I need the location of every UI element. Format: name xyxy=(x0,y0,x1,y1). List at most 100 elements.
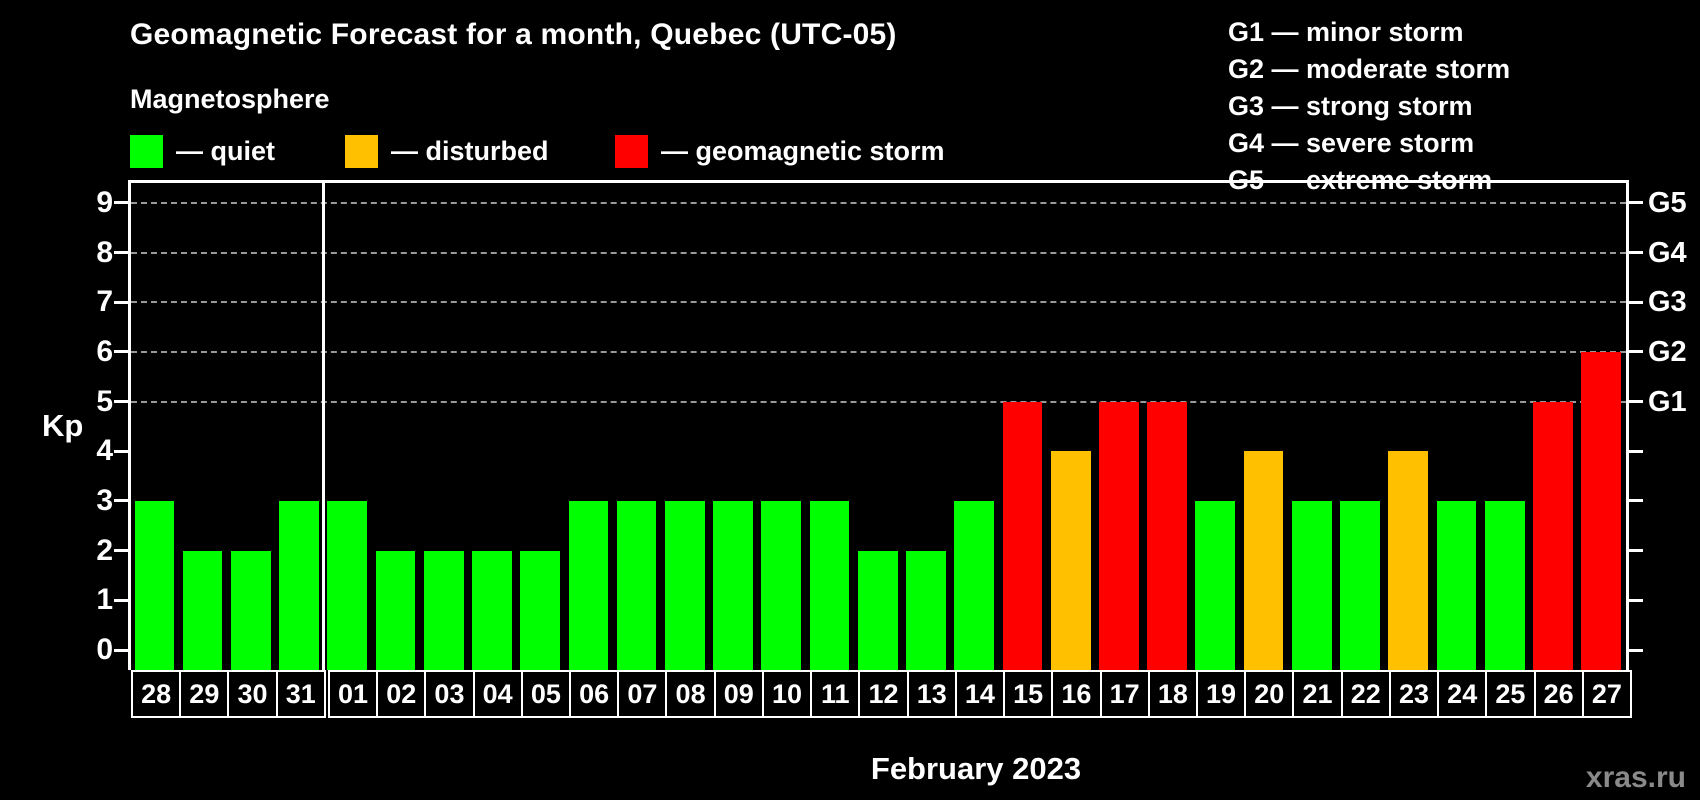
bar-day-28 xyxy=(134,501,175,670)
g-scale-legend: G1 — minor storm G2 — moderate storm G3 — … xyxy=(1228,14,1510,199)
right-tick-kp-6 xyxy=(1629,350,1643,354)
day-cell-11: 11 xyxy=(810,670,861,718)
watermark: xras.ru xyxy=(1585,761,1686,794)
day-cell-06: 06 xyxy=(569,670,620,718)
kp-tick-label-6: 6 xyxy=(96,334,113,368)
right-tick-kp-3 xyxy=(1629,499,1643,503)
day-cell-28: 28 xyxy=(131,670,182,718)
day-cell-04: 04 xyxy=(472,670,523,718)
plot-top-border xyxy=(128,180,1629,183)
g-axis-label-g2: G2 xyxy=(1648,335,1687,368)
day-cell-25: 25 xyxy=(1485,670,1536,718)
day-cell-08: 08 xyxy=(665,670,716,718)
day-cell-29: 29 xyxy=(179,670,230,718)
bar-day-01 xyxy=(327,501,368,670)
legend-label-disturbed: — disturbed xyxy=(391,136,549,166)
left-tick-kp-0 xyxy=(114,648,128,652)
day-cell-16: 16 xyxy=(1051,670,1102,718)
left-tick-kp-5 xyxy=(114,400,128,404)
month-label: February 2023 xyxy=(870,751,1082,786)
bar-day-07 xyxy=(616,501,657,670)
kp-tick-label-0: 0 xyxy=(96,633,113,666)
day-cell-30: 30 xyxy=(227,670,278,718)
bar-day-24 xyxy=(1436,501,1477,670)
kp-axis-title: Kp xyxy=(42,408,84,443)
left-tick-kp-4 xyxy=(114,449,128,453)
kp-tick-label-5: 5 xyxy=(96,384,113,418)
right-tick-kp-2 xyxy=(1629,549,1643,553)
right-tick-kp-9 xyxy=(1629,201,1643,205)
day-cell-02: 02 xyxy=(376,670,427,718)
kp-tick-label-3: 3 xyxy=(96,483,113,517)
bar-day-06 xyxy=(568,501,609,670)
gridline-kp-7 xyxy=(131,301,1626,304)
gridline-kp-8 xyxy=(131,251,1626,254)
bar-day-10 xyxy=(761,501,802,670)
kp-tick-label-4: 4 xyxy=(96,434,113,468)
bar-day-18 xyxy=(1147,401,1187,670)
g-legend-line-1: G1 — minor storm xyxy=(1228,17,1464,47)
left-tick-kp-3 xyxy=(114,499,128,503)
day-cell-01: 01 xyxy=(327,670,379,718)
day-cell-31: 31 xyxy=(275,670,326,718)
day-cell-26: 26 xyxy=(1533,670,1584,718)
bar-day-02 xyxy=(375,550,416,670)
right-tick-kp-7 xyxy=(1629,300,1643,304)
right-tick-kp-1 xyxy=(1629,598,1643,602)
right-tick-kp-0 xyxy=(1629,648,1643,652)
left-tick-kp-8 xyxy=(114,251,128,255)
right-tick-kp-8 xyxy=(1629,251,1643,255)
bar-day-12 xyxy=(857,550,898,670)
bar-day-03 xyxy=(423,550,464,670)
legend-label-quiet: — quiet xyxy=(176,136,275,166)
day-cell-07: 07 xyxy=(617,670,668,718)
legend-swatch-storm xyxy=(615,135,648,168)
bar-day-29 xyxy=(182,550,223,670)
day-cell-05: 05 xyxy=(520,670,572,718)
bar-day-14 xyxy=(954,501,995,670)
month-separator-line xyxy=(322,183,326,670)
day-cell-19: 19 xyxy=(1195,670,1247,718)
legend-swatch-disturbed xyxy=(345,135,378,168)
left-tick-kp-1 xyxy=(114,598,128,602)
bar-day-22 xyxy=(1340,501,1380,670)
day-cell-23: 23 xyxy=(1388,670,1440,718)
bar-day-26 xyxy=(1533,401,1573,670)
legend-swatch-quiet xyxy=(130,135,163,168)
left-tick-kp-7 xyxy=(114,300,128,304)
day-cell-14: 14 xyxy=(954,670,1006,718)
kp-tick-label-9: 9 xyxy=(96,185,113,219)
bar-day-16 xyxy=(1050,451,1091,670)
kp-tick-label-7: 7 xyxy=(96,285,113,319)
kp-tick-label-2: 2 xyxy=(96,533,113,567)
g-legend-line-4: G4 — severe storm xyxy=(1228,128,1475,158)
day-cell-17: 17 xyxy=(1099,670,1150,718)
page-title: Geomagnetic Forecast for a month, Quebec… xyxy=(130,18,897,51)
g-legend-line-3: G3 — strong storm xyxy=(1228,91,1473,121)
bar-day-31 xyxy=(279,501,319,670)
day-cell-20: 20 xyxy=(1244,670,1295,718)
g-axis-label-g4: G4 xyxy=(1648,236,1687,269)
right-axis-line xyxy=(1626,183,1629,670)
g-axis-label-g1: G1 xyxy=(1648,385,1687,418)
magnetosphere-label: Magnetosphere xyxy=(130,84,330,114)
day-cell-18: 18 xyxy=(1147,670,1198,718)
day-cell-15: 15 xyxy=(1003,670,1054,718)
day-cell-22: 22 xyxy=(1340,670,1391,718)
day-cell-13: 13 xyxy=(906,670,957,718)
day-cell-03: 03 xyxy=(424,670,475,718)
left-tick-kp-6 xyxy=(114,350,128,354)
g-legend-line-2: G2 — moderate storm xyxy=(1228,54,1511,84)
y-axis-line xyxy=(128,183,131,670)
day-cell-10: 10 xyxy=(761,670,813,718)
day-cell-24: 24 xyxy=(1437,670,1488,718)
bar-day-20 xyxy=(1243,451,1284,670)
kp-tick-label-1: 1 xyxy=(96,583,113,617)
bar-day-25 xyxy=(1484,501,1525,670)
day-cell-21: 21 xyxy=(1292,670,1343,718)
right-tick-kp-4 xyxy=(1629,449,1643,453)
bar-day-13 xyxy=(906,550,946,670)
day-cell-09: 09 xyxy=(713,670,764,718)
day-cell-27: 27 xyxy=(1581,670,1632,718)
